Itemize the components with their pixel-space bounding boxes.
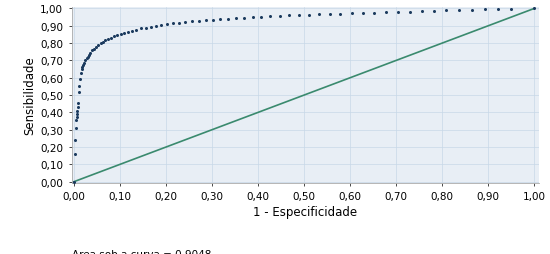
Y-axis label: Sensibilidade: Sensibilidade: [23, 56, 36, 134]
X-axis label: 1 - Especificidade: 1 - Especificidade: [253, 205, 358, 218]
Text: Area sob a curva = 0,9048
(IC 95%: 0,862-0,954): Area sob a curva = 0,9048 (IC 95%: 0,862…: [72, 249, 211, 254]
